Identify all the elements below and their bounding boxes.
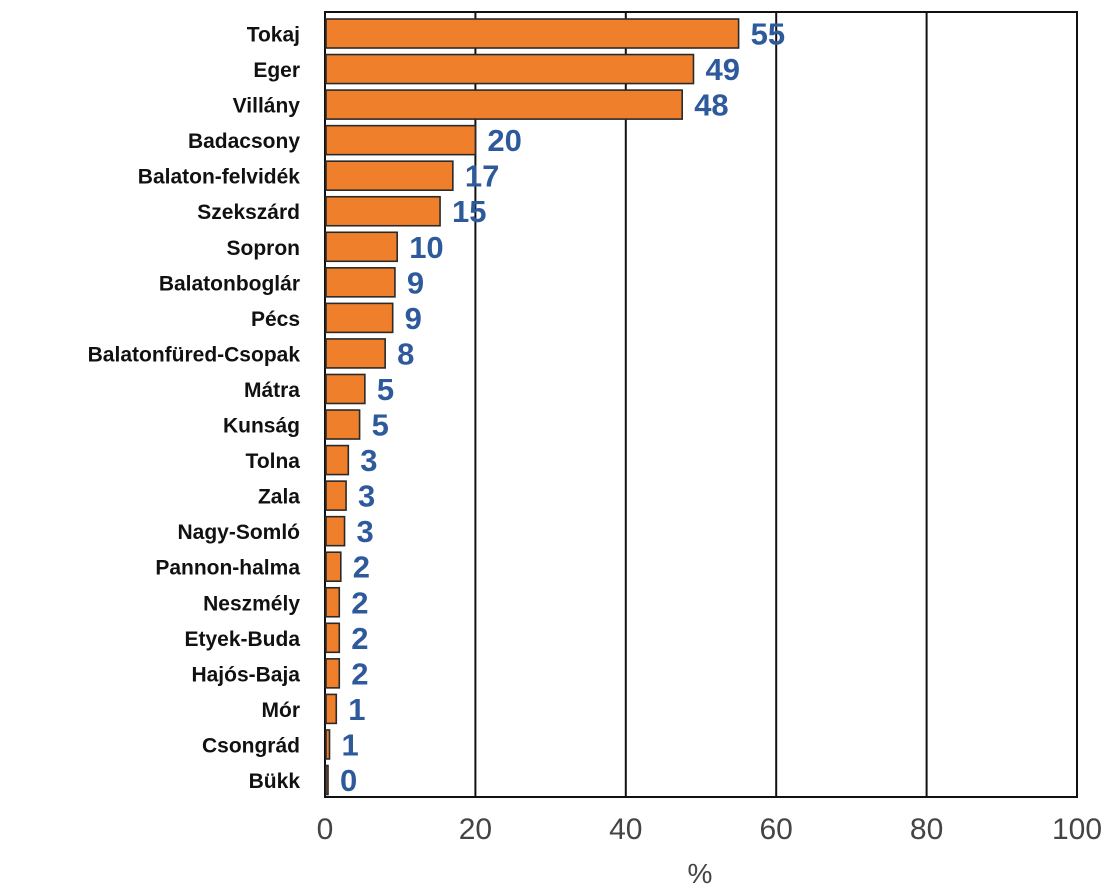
bar <box>325 89 684 120</box>
plot-frame <box>324 11 1078 798</box>
category-label: Bükk <box>249 770 301 793</box>
category-labels: Tokaj Eger Villány Badacsony Balaton-felvidé… <box>88 24 301 794</box>
value-label: 2 <box>351 656 368 691</box>
category-label: Balaton-felvidék <box>138 166 301 189</box>
category-label: Etyek-Buda <box>184 628 300 651</box>
value-label: 55 <box>751 17 785 52</box>
value-label: 3 <box>360 443 377 478</box>
category-label: Pannon-halma <box>155 557 300 580</box>
bar <box>325 515 346 547</box>
bar <box>325 444 350 476</box>
x-tick-label: 100 <box>1052 813 1102 846</box>
value-label: 3 <box>358 479 375 514</box>
value-label: 5 <box>377 372 394 407</box>
bar <box>325 622 341 654</box>
bar <box>325 693 338 725</box>
value-label: 1 <box>342 727 359 762</box>
value-label: 3 <box>357 514 374 549</box>
bar <box>325 729 331 760</box>
category-label: Balatonboglár <box>159 272 300 295</box>
bar <box>325 764 329 796</box>
category-label: Zala <box>258 486 300 509</box>
category-label: Eger <box>253 59 300 82</box>
category-label: Tolna <box>246 450 301 473</box>
category-label: Sopron <box>227 237 301 260</box>
value-label: 2 <box>351 585 368 620</box>
bar <box>325 18 740 49</box>
category-label: Pécs <box>251 308 300 331</box>
category-label: Csongrád <box>202 734 300 757</box>
category-label: Tokaj <box>247 24 300 47</box>
category-label: Nagy-Somló <box>177 521 300 544</box>
bar <box>325 551 342 583</box>
value-label: 15 <box>452 194 486 229</box>
bar <box>325 586 341 618</box>
category-label: Villány <box>233 95 301 118</box>
category-label: Neszmély <box>203 592 300 615</box>
x-axis-title: % <box>688 858 713 888</box>
bar <box>325 373 366 405</box>
bar <box>325 160 454 191</box>
value-label: 20 <box>487 123 521 158</box>
value-label: 48 <box>694 88 728 123</box>
value-label: 49 <box>705 52 739 87</box>
value-label: 9 <box>405 301 422 336</box>
bar <box>325 195 441 227</box>
bar <box>325 658 341 689</box>
category-label: Badacsony <box>188 130 300 153</box>
x-tick-label: 40 <box>609 813 642 846</box>
value-label: 10 <box>409 230 443 265</box>
x-tick-label: 80 <box>910 813 943 846</box>
bar <box>325 124 477 156</box>
bars <box>325 18 740 796</box>
bar <box>325 302 394 334</box>
category-label: Mátra <box>244 379 300 402</box>
x-tick-label: 0 <box>317 813 334 846</box>
bar <box>325 231 398 263</box>
value-label: 17 <box>465 159 499 194</box>
x-tick-label: 20 <box>459 813 492 846</box>
bar <box>325 409 361 440</box>
category-label: Mór <box>262 699 301 722</box>
x-tick-labels: 0 20 40 60 80 100 <box>317 813 1102 846</box>
category-label: Hajós-Baja <box>191 663 300 686</box>
category-label: Szekszárd <box>197 201 300 224</box>
category-label: Kunság <box>223 415 300 438</box>
value-label: 5 <box>372 408 389 443</box>
bar <box>325 267 396 298</box>
gridlines <box>324 11 1078 798</box>
value-label: 1 <box>348 692 365 727</box>
x-tick-label: 60 <box>760 813 793 846</box>
bar <box>325 338 386 369</box>
bar <box>325 53 695 85</box>
bar <box>325 480 347 511</box>
value-label: 9 <box>407 265 424 300</box>
value-label: 8 <box>397 336 414 371</box>
value-label: 2 <box>353 550 370 585</box>
category-label: Balatonfüred-Csopak <box>88 343 301 366</box>
value-label: 0 <box>340 763 357 798</box>
value-label: 2 <box>351 621 368 656</box>
